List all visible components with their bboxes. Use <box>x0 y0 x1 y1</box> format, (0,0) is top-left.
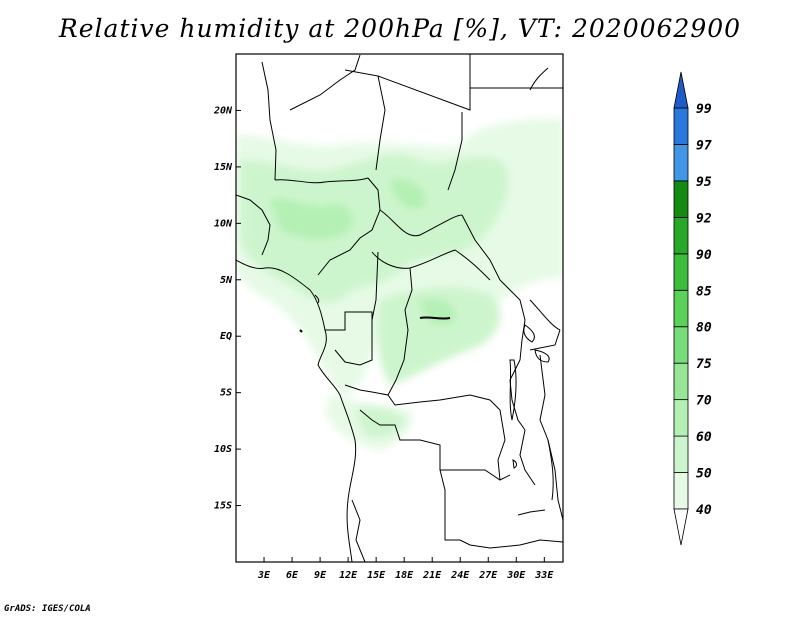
colorbar-segment <box>673 326 689 364</box>
humidity-60-band <box>270 179 456 325</box>
lat-tick-label: 10S <box>214 444 232 455</box>
colorbar-segment <box>673 216 689 255</box>
colorbar-label: 92 <box>696 211 712 226</box>
colorbar-segment <box>673 289 689 328</box>
colorbar: 40 50 60 70 75 80 85 90 92 95 97 99 <box>673 71 712 546</box>
colorbar-segment <box>673 362 689 401</box>
lon-tick-label: 27E <box>478 570 498 581</box>
colorbar-label: 99 <box>696 102 712 117</box>
humidity-50-band <box>240 154 509 437</box>
country-borders <box>236 54 563 562</box>
lat-tick-label: 5N <box>220 275 233 286</box>
colorbar-label: 75 <box>696 357 712 372</box>
latitude-axis: 20N 15N 10N 5N EQ 5S 10S 15S <box>213 105 241 512</box>
longitude-axis: 3E 6E 9E 12E 15E 18E 21E 24E 27E 30E 33E <box>257 557 554 581</box>
lat-tick-label: 15S <box>214 501 232 512</box>
colorbar-label: 85 <box>696 284 712 299</box>
lon-tick-label: 30E <box>506 570 526 581</box>
lon-tick-label: 24E <box>450 570 470 581</box>
lon-tick-label: 18E <box>395 570 414 581</box>
colorbar-upper-arrow <box>673 71 689 109</box>
map-frame <box>235 53 564 563</box>
colorbar-lower-arrow <box>673 508 689 546</box>
humidity-field <box>236 118 563 450</box>
lat-tick-label: 10N <box>214 218 233 229</box>
chart-title: Relative humidity at 200hPa [%], VT: 202… <box>58 14 742 43</box>
lon-tick-label: 9E <box>314 570 327 581</box>
lon-tick-label: 21E <box>422 570 442 581</box>
colorbar-label: 60 <box>696 430 712 445</box>
colorbar-segment <box>673 399 689 437</box>
colorbar-segment <box>673 472 689 510</box>
colorbar-label: 40 <box>696 503 712 518</box>
lat-tick-label: 20N <box>213 105 233 116</box>
colorbar-label: 50 <box>696 467 712 482</box>
grads-credit: GrADS: IGES/COLA <box>4 604 91 614</box>
colorbar-segment <box>673 435 689 473</box>
lat-tick-label: EQ <box>220 331 232 342</box>
colorbar-label: 95 <box>696 175 712 190</box>
lat-tick-label: 15N <box>214 162 233 173</box>
colorbar-segment <box>673 180 689 218</box>
colorbar-label: 90 <box>696 248 712 263</box>
colorbar-label: 97 <box>696 138 712 153</box>
lon-tick-label: 12E <box>339 570 358 581</box>
lon-tick-label: 15E <box>367 570 386 581</box>
lon-tick-label: 33E <box>534 570 554 581</box>
colorbar-label: 70 <box>696 394 712 409</box>
lon-tick-label: 3E <box>257 570 271 581</box>
colorbar-segment <box>673 107 689 145</box>
colorbar-segment <box>673 144 689 182</box>
colorbar-segment <box>673 253 689 291</box>
colorbar-label: 80 <box>696 321 712 336</box>
lon-tick-label: 6E <box>286 570 299 581</box>
lat-tick-label: 5S <box>220 388 232 399</box>
